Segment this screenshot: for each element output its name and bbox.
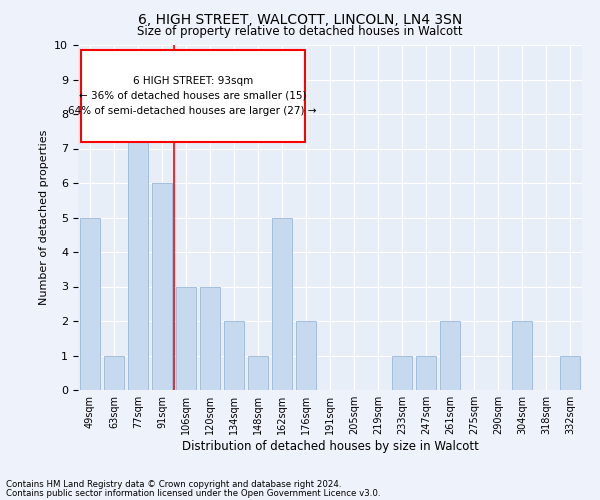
Bar [392,356,412,390]
Bar [272,218,292,390]
Bar [512,321,532,390]
Bar [560,356,580,390]
Bar [104,356,124,390]
Bar [200,286,220,390]
Bar [440,321,460,390]
Text: Contains HM Land Registry data © Crown copyright and database right 2024.: Contains HM Land Registry data © Crown c… [6,480,341,489]
Bar [128,114,148,390]
Bar [224,321,244,390]
X-axis label: Distribution of detached houses by size in Walcott: Distribution of detached houses by size … [182,440,478,453]
Bar [248,356,268,390]
Text: 6 HIGH STREET: 93sqm
← 36% of detached houses are smaller (15)
64% of semi-detac: 6 HIGH STREET: 93sqm ← 36% of detached h… [68,76,317,116]
Bar [296,321,316,390]
Bar [176,286,196,390]
Bar [152,183,172,390]
Bar [80,218,100,390]
Text: Contains public sector information licensed under the Open Government Licence v3: Contains public sector information licen… [6,489,380,498]
Text: Size of property relative to detached houses in Walcott: Size of property relative to detached ho… [137,25,463,38]
Text: 6, HIGH STREET, WALCOTT, LINCOLN, LN4 3SN: 6, HIGH STREET, WALCOTT, LINCOLN, LN4 3S… [138,12,462,26]
Y-axis label: Number of detached properties: Number of detached properties [39,130,49,305]
FancyBboxPatch shape [80,50,305,142]
Bar [416,356,436,390]
